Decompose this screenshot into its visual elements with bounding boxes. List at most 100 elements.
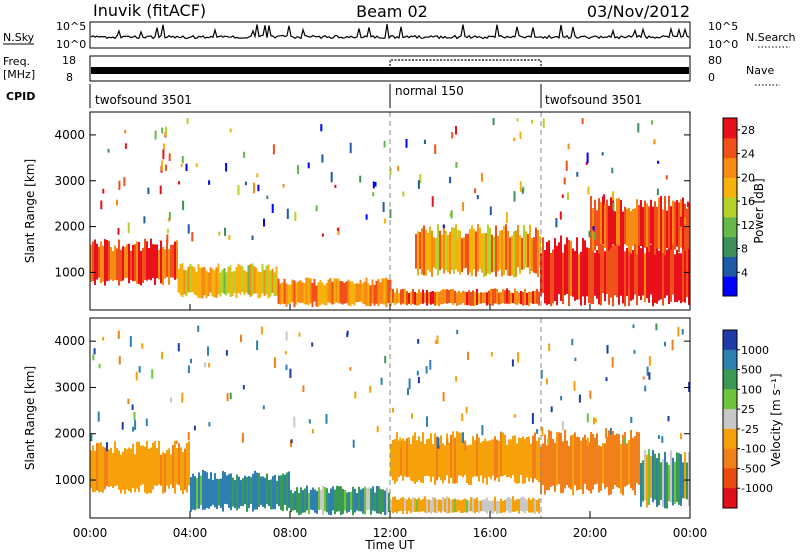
power-cell <box>128 243 130 284</box>
velocity-echo <box>677 326 680 337</box>
velocity-ytick-label: 4000 <box>54 334 85 348</box>
power-cell <box>496 288 498 304</box>
power-cell <box>566 237 568 294</box>
power-cell <box>457 237 459 272</box>
velocity-cell <box>662 459 664 507</box>
velocity-echo <box>273 357 276 369</box>
power-cell <box>656 206 658 249</box>
power-echo <box>521 188 524 194</box>
velocity-echo <box>260 326 263 335</box>
power-cell <box>526 292 528 305</box>
power-cell <box>425 229 427 276</box>
velocity-cell <box>562 441 564 494</box>
power-cell <box>144 238 146 280</box>
power-cell <box>616 238 618 298</box>
power-cell <box>510 292 512 304</box>
velocity-colorbar-swatch <box>723 488 737 509</box>
velocity-cell <box>624 432 626 487</box>
power-echo <box>100 200 103 210</box>
velocity-cell <box>416 499 418 512</box>
power-echo <box>349 142 352 154</box>
velocity-cell <box>444 498 446 513</box>
power-cell <box>363 281 366 305</box>
power-cell <box>454 290 456 304</box>
power-echo <box>336 227 339 231</box>
velocity-cell <box>312 487 314 511</box>
power-cell <box>303 282 306 305</box>
power-echo <box>665 175 668 180</box>
velocity-cell <box>496 500 498 514</box>
velocity-cell <box>134 454 136 493</box>
velocity-cell <box>418 436 420 481</box>
velocity-echo <box>102 336 105 341</box>
velocity-cell <box>670 450 672 503</box>
power-cell <box>686 237 688 298</box>
power-cell <box>598 198 600 254</box>
velocity-cell <box>404 498 406 511</box>
velocity-cell <box>546 445 548 491</box>
power-echo <box>372 181 375 189</box>
velocity-colorbar-swatch <box>723 428 737 450</box>
velocity-colorbar-tick-label: 25 <box>741 403 755 416</box>
power-cell <box>640 248 642 300</box>
power-cell <box>602 196 604 245</box>
nsearch-label: N.Search <box>746 31 796 44</box>
power-cell <box>443 228 445 274</box>
velocity-cell <box>394 496 396 513</box>
velocity-cell <box>620 443 622 494</box>
velocity-cell <box>140 445 142 486</box>
velocity-cell <box>510 499 512 513</box>
power-echo <box>555 218 558 228</box>
velocity-echo <box>187 431 190 441</box>
velocity-cell <box>362 488 364 514</box>
velocity-cell <box>476 497 478 512</box>
velocity-cell <box>622 434 624 496</box>
power-cell <box>499 230 501 270</box>
velocity-cell <box>518 437 520 484</box>
power-cell <box>317 282 320 307</box>
power-cell <box>162 247 164 285</box>
velocity-echo <box>311 342 314 347</box>
velocity-colorbar-swatch <box>723 409 737 430</box>
velocity-cell <box>286 472 288 511</box>
power-cell <box>94 239 96 285</box>
velocity-cell <box>484 438 486 478</box>
power-cell <box>365 277 368 307</box>
power-cell <box>225 272 228 296</box>
velocity-cell <box>374 492 376 512</box>
velocity-cell <box>106 451 108 487</box>
power-cell <box>519 235 521 274</box>
velocity-cell <box>180 447 182 491</box>
power-echo <box>462 202 465 211</box>
power-cell <box>132 244 134 282</box>
power-cell <box>245 271 248 293</box>
power-cell <box>345 281 348 304</box>
velocity-cell <box>234 480 236 508</box>
velocity-echo <box>407 388 409 395</box>
velocity-cell <box>338 486 340 512</box>
velocity-echo <box>586 413 589 423</box>
velocity-cell <box>240 480 242 506</box>
power-echo <box>365 214 368 220</box>
velocity-cell <box>490 500 492 513</box>
power-cell <box>432 291 434 304</box>
power-cell <box>146 241 148 281</box>
power-cell <box>594 252 596 296</box>
velocity-cell <box>524 498 526 514</box>
power-cell <box>385 277 388 308</box>
power-echo <box>337 227 340 235</box>
velocity-cell <box>150 447 152 494</box>
power-cell <box>646 244 648 299</box>
velocity-echo <box>241 432 244 443</box>
power-cell <box>654 244 656 303</box>
velocity-echo <box>392 407 394 413</box>
power-cell <box>247 265 250 295</box>
power-cell <box>394 292 396 305</box>
power-cell <box>554 238 556 301</box>
power-cell <box>433 237 435 268</box>
power-cell <box>201 267 204 299</box>
velocity-echo <box>667 416 670 422</box>
power-cell <box>410 291 412 306</box>
power-cell <box>187 266 190 293</box>
power-cell <box>505 224 507 270</box>
